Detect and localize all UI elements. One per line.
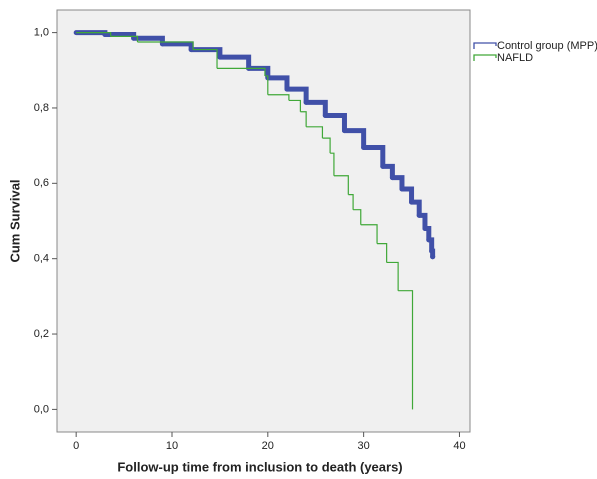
survival-step xyxy=(361,145,386,169)
plot-area xyxy=(56,9,471,433)
x-tick-label: 20 xyxy=(262,440,274,452)
survival-step xyxy=(330,152,335,176)
survival-step xyxy=(426,237,435,254)
legend-swatch xyxy=(473,42,497,49)
x-tick-label: 30 xyxy=(358,440,370,452)
survival-step xyxy=(380,163,395,181)
survival-step xyxy=(348,194,354,210)
y-tick-label: 0,0 xyxy=(34,403,49,415)
x-tick-label: 40 xyxy=(453,440,465,452)
survival-step xyxy=(265,75,290,92)
survival-step xyxy=(284,86,309,105)
survival-step xyxy=(386,261,399,291)
legend-label: Control group (MPP) xyxy=(497,40,597,52)
legend-label: NAFLD xyxy=(497,52,533,64)
survival-step xyxy=(409,199,422,218)
x-tick-label: 0 xyxy=(73,440,79,452)
survival-step xyxy=(217,54,252,71)
survival-step xyxy=(303,99,328,118)
survival-step xyxy=(300,111,307,127)
x-tick-label: 10 xyxy=(166,440,178,452)
survival-step xyxy=(360,224,378,244)
y-tick-label: 0,6 xyxy=(34,177,49,189)
survival-step xyxy=(353,209,362,225)
y-tick-label: 0,8 xyxy=(34,102,49,114)
survival-step xyxy=(322,137,331,154)
y-tick-label: 0,2 xyxy=(34,328,49,340)
survival-step xyxy=(217,67,266,76)
y-tick-label: 0,4 xyxy=(34,253,49,265)
survival-step xyxy=(288,99,301,112)
survival-step xyxy=(322,113,347,134)
survival-step xyxy=(377,243,388,263)
survival-step xyxy=(76,32,112,37)
survival-step xyxy=(416,212,428,232)
survival-step xyxy=(399,186,415,205)
survival-step xyxy=(137,41,194,50)
survival-step xyxy=(341,128,367,151)
survival-step xyxy=(306,126,324,139)
survival-step xyxy=(389,175,405,192)
y-axis-title: Cum Survival xyxy=(7,179,22,262)
survival-step xyxy=(422,226,432,243)
x-axis-title: Follow-up time from inclusion to death (… xyxy=(117,459,402,474)
survival-step xyxy=(264,75,269,95)
y-tick-label: 1,0 xyxy=(34,27,49,39)
survival-step xyxy=(193,48,218,69)
survival-step xyxy=(267,94,290,101)
survival-step xyxy=(333,175,349,195)
survival-step xyxy=(110,35,139,43)
survival-step xyxy=(398,290,414,410)
legend-swatch xyxy=(473,54,497,61)
